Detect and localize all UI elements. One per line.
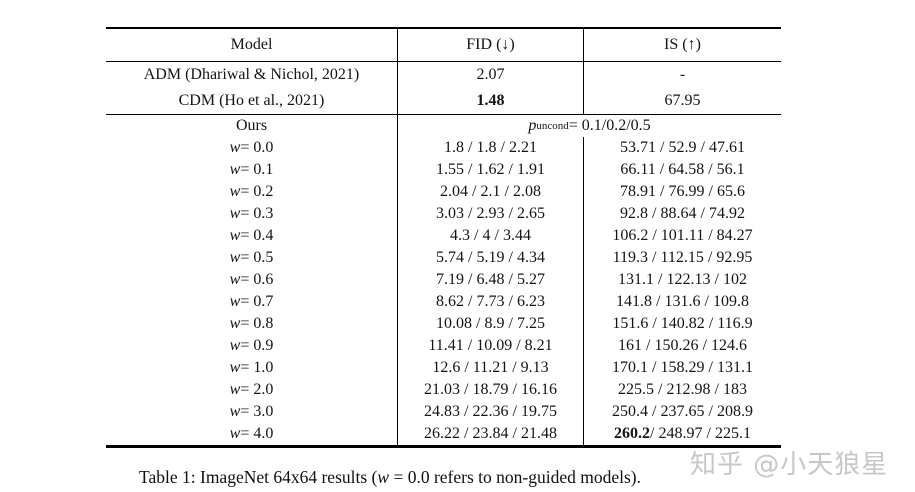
table-row: w = 4.0 26.22 / 23.84 / 21.48 260.2 / 248.… [106, 423, 781, 445]
is-cell: 92.8 / 88.64 / 74.92 [583, 203, 781, 225]
model-cell: ADM (Dhariwal & Nichol, 2021) [143, 66, 360, 83]
w-label-cell: w = 0.6 [229, 271, 274, 288]
table-row: w = 0.8 10.08 / 8.9 / 7.25 151.6 / 140.82 … [106, 313, 781, 335]
is-cell: 119.3 / 112.15 / 92.95 [583, 247, 781, 269]
column-header-model: Model [230, 36, 273, 53]
fid-cell: 10.08 / 8.9 / 7.25 [397, 313, 583, 335]
fid-cell: 21.03 / 18.79 / 16.16 [397, 379, 583, 401]
column-header-fid: FID (↓) [397, 29, 583, 61]
w-label-cell: w = 4.0 [229, 425, 274, 442]
fid-cell: 1.48 [397, 88, 583, 114]
table-row: w = 0.4 4.3 / 4 / 3.44 106.2 / 101.11 / 84… [106, 225, 781, 247]
table-row: w = 0.5 5.74 / 5.19 / 4.34 119.3 / 112.15 … [106, 247, 781, 269]
w-label-cell: w = 3.0 [229, 403, 274, 420]
ours-block: Ours p uncond = 0.1/0.2/0.5 w = 0.0 1.8 / … [106, 115, 781, 445]
w-rows-block: w = 0.0 1.8 / 1.8 / 2.21 53.71 / 52.9 / 47… [106, 137, 781, 445]
w-label-cell: w = 0.0 [229, 139, 274, 156]
table-row: w = 1.0 12.6 / 11.21 / 9.13 170.1 / 158.29… [106, 357, 781, 379]
w-label-cell: w = 0.3 [229, 205, 274, 222]
w-label-cell: w = 0.2 [229, 183, 274, 200]
fid-cell: 3.03 / 2.93 / 2.65 [397, 203, 583, 225]
is-cell: 225.5 / 212.98 / 183 [583, 379, 781, 401]
fid-cell: 2.04 / 2.1 / 2.08 [397, 181, 583, 203]
w-label-cell: w = 0.7 [229, 293, 274, 310]
is-cell: 260.2 / 248.97 / 225.1 [583, 423, 781, 445]
table-header-row: Model FID (↓) IS (↑) [106, 29, 781, 62]
fid-cell: 8.62 / 7.73 / 6.23 [397, 291, 583, 313]
is-cell: 161 / 150.26 / 124.6 [583, 335, 781, 357]
is-cell: 131.1 / 122.13 / 102 [583, 269, 781, 291]
is-cell: 53.71 / 52.9 / 47.61 [583, 137, 781, 159]
fid-cell: 2.07 [397, 62, 583, 88]
ours-header-row: Ours p uncond = 0.1/0.2/0.5 [106, 115, 781, 137]
is-cell: 78.91 / 76.99 / 65.6 [583, 181, 781, 203]
w-label-cell: w = 0.1 [229, 161, 274, 178]
baseline-rows-block: ADM (Dhariwal & Nichol, 2021) 2.07- CDM (H… [106, 62, 781, 115]
w-label-cell: w = 0.4 [229, 227, 274, 244]
w-label-cell: w = 2.0 [229, 381, 274, 398]
is-cell: 151.6 / 140.82 / 116.9 [583, 313, 781, 335]
column-header-is: IS (↑) [583, 29, 781, 61]
table-row: w = 0.3 3.03 / 2.93 / 2.65 92.8 / 88.64 / … [106, 203, 781, 225]
table-row: w = 0.6 7.19 / 6.48 / 5.27 131.1 / 122.13 … [106, 269, 781, 291]
table-caption: Table 1: ImageNet 64x64 results (w = 0.0… [139, 467, 641, 487]
model-cell: CDM (Ho et al., 2021) [178, 92, 325, 109]
w-label-cell: w = 0.8 [229, 315, 274, 332]
is-cell: 67.95 [583, 88, 781, 114]
fid-cell: 24.83 / 22.36 / 19.75 [397, 401, 583, 423]
is-cell: - [583, 62, 781, 88]
puncond-spanning-cell: p uncond = 0.1/0.2/0.5 [397, 115, 781, 137]
watermark-zhihu: 知乎 @小天狼星 [690, 450, 889, 480]
table-row: w = 0.0 1.8 / 1.8 / 2.21 53.71 / 52.9 / 47… [106, 137, 781, 159]
table-row: w = 0.7 8.62 / 7.73 / 6.23 141.8 / 131.6 /… [106, 291, 781, 313]
fid-cell: 5.74 / 5.19 / 4.34 [397, 247, 583, 269]
fid-cell: 1.55 / 1.62 / 1.91 [397, 159, 583, 181]
is-cell: 170.1 / 158.29 / 131.1 [583, 357, 781, 379]
is-cell: 141.8 / 131.6 / 109.8 [583, 291, 781, 313]
table-row: ADM (Dhariwal & Nichol, 2021) 2.07- [106, 62, 781, 88]
fid-cell: 12.6 / 11.21 / 9.13 [397, 357, 583, 379]
table-row: w = 0.1 1.55 / 1.62 / 1.91 66.11 / 64.58 /… [106, 159, 781, 181]
fid-cell: 7.19 / 6.48 / 5.27 [397, 269, 583, 291]
w-label-cell: w = 1.0 [229, 359, 274, 376]
table-row: w = 0.2 2.04 / 2.1 / 2.08 78.91 / 76.99 / … [106, 181, 781, 203]
is-cell: 250.4 / 237.65 / 208.9 [583, 401, 781, 423]
fid-cell: 26.22 / 23.84 / 21.48 [397, 423, 583, 445]
ours-label: Ours [235, 117, 268, 134]
w-label-cell: w = 0.5 [229, 249, 274, 266]
fid-cell: 1.8 / 1.8 / 2.21 [397, 137, 583, 159]
table-row: w = 0.9 11.41 / 10.09 / 8.21 161 / 150.26 … [106, 335, 781, 357]
results-table: Model FID (↓) IS (↑) ADM (Dhariwal & Nic… [106, 27, 781, 448]
is-cell: 106.2 / 101.11 / 84.27 [583, 225, 781, 247]
fid-cell: 11.41 / 10.09 / 8.21 [397, 335, 583, 357]
table-row: CDM (Ho et al., 2021) 1.48 67.95 [106, 88, 781, 114]
fid-cell: 4.3 / 4 / 3.44 [397, 225, 583, 247]
is-cell: 66.11 / 64.58 / 56.1 [583, 159, 781, 181]
table-row: w = 3.0 24.83 / 22.36 / 19.75 250.4 / 237.… [106, 401, 781, 423]
w-label-cell: w = 0.9 [229, 337, 274, 354]
table-row: w = 2.0 21.03 / 18.79 / 16.16 225.5 / 212.… [106, 379, 781, 401]
